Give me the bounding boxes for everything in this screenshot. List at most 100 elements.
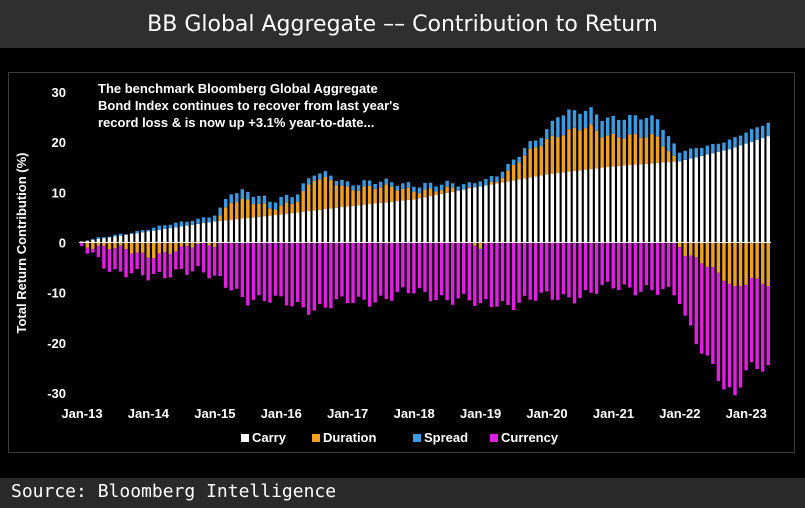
bar-carry-8 — [124, 234, 128, 243]
bar-duration-87 — [561, 135, 566, 173]
bar-duration-41 — [307, 184, 311, 212]
bar-carry-113 — [705, 154, 710, 243]
bar-duration-84 — [545, 139, 549, 175]
bar-carry-105 — [661, 162, 665, 243]
bar-duration-122 — [755, 242, 759, 279]
bar-carry-65 — [439, 193, 444, 243]
bar-duration-72 — [478, 242, 483, 249]
bar-currency-93 — [594, 242, 599, 294]
bar-spread-119 — [738, 135, 743, 146]
bar-spread-32 — [257, 195, 261, 204]
bar-currency-59 — [406, 242, 411, 294]
bar-carry-66 — [445, 192, 449, 243]
bar-spread-8 — [124, 234, 128, 235]
bar-carry-106 — [666, 162, 671, 243]
bar-duration-82 — [534, 147, 538, 177]
bar-spread-115 — [716, 143, 721, 152]
bar-spread-109 — [683, 150, 687, 160]
bar-carry-50 — [356, 205, 361, 243]
bar-spread-54 — [379, 181, 383, 188]
bar-duration-45 — [329, 180, 333, 209]
bar-carry-69 — [462, 189, 466, 243]
bar-currency-4 — [102, 245, 106, 269]
bar-currency-27 — [229, 242, 233, 291]
bar-currency-108 — [677, 247, 682, 304]
bar-duration-115 — [716, 242, 721, 273]
bar-duration-9 — [129, 242, 134, 254]
bar-carry-74 — [489, 184, 494, 243]
bar-spread-96 — [611, 115, 615, 134]
bar-currency-122 — [755, 278, 759, 370]
bar-currency-68 — [456, 242, 460, 299]
bar-spread-112 — [700, 147, 704, 156]
bar-carry-101 — [639, 164, 643, 243]
bar-duration-108 — [677, 242, 682, 248]
bar-currency-88 — [567, 242, 571, 298]
bar-currency-37 — [284, 242, 289, 306]
bar-spread-94 — [600, 120, 604, 138]
bar-duration-25 — [218, 215, 222, 221]
bar-currency-43 — [318, 242, 322, 304]
bar-carry-40 — [301, 211, 305, 243]
bar-carry-43 — [318, 209, 322, 243]
bar-duration-91 — [583, 128, 588, 170]
bar-spread-64 — [434, 186, 438, 192]
bar-spread-60 — [412, 186, 416, 192]
bar-carry-17 — [174, 227, 178, 243]
bar-spread-88 — [567, 109, 571, 130]
annotation-line-2: Bond Index continues to recover from las… — [98, 98, 399, 113]
bar-carry-102 — [644, 163, 649, 243]
bar-currency-16 — [168, 253, 173, 278]
bar-spread-59 — [406, 182, 411, 188]
bar-carry-89 — [572, 170, 577, 243]
footer: Source: Bloomberg Intelligence — [0, 478, 805, 508]
bar-duration-32 — [257, 203, 261, 217]
bar-currency-38 — [290, 242, 294, 307]
bar-duration-77 — [506, 170, 510, 182]
bar-duration-92 — [589, 124, 593, 169]
x-tick-label: Jan-16 — [261, 406, 302, 421]
bar-currency-11 — [140, 252, 145, 276]
bar-carry-121 — [749, 141, 754, 243]
x-tick-label: Jan-15 — [194, 406, 235, 421]
bar-currency-83 — [539, 242, 543, 293]
bar-duration-58 — [401, 188, 405, 201]
bar-spread-22 — [201, 217, 206, 223]
bar-duration-80 — [522, 155, 527, 179]
bar-spread-20 — [190, 220, 195, 225]
bar-currency-73 — [484, 243, 488, 300]
y-tick-label: -20 — [47, 336, 66, 351]
bar-duration-24 — [212, 242, 217, 248]
bar-duration-119 — [738, 242, 743, 286]
bar-duration-30 — [246, 199, 250, 218]
bar-duration-64 — [434, 191, 438, 196]
bar-spread-46 — [334, 180, 339, 186]
bar-spread-38 — [290, 197, 294, 204]
bar-currency-97 — [617, 242, 621, 291]
bar-duration-18 — [179, 242, 184, 247]
bar-spread-29 — [240, 189, 245, 199]
bar-spread-33 — [262, 195, 267, 204]
bar-currency-111 — [694, 257, 698, 345]
bar-currency-119 — [738, 285, 743, 388]
bar-currency-77 — [506, 242, 510, 305]
bar-currency-14 — [157, 253, 161, 272]
x-tick-label: Jan-14 — [128, 406, 170, 421]
bar-currency-91 — [583, 242, 588, 291]
bar-spread-27 — [229, 194, 233, 204]
bar-spread-41 — [307, 178, 311, 185]
x-tick-label: Jan-17 — [327, 406, 368, 421]
x-tick-label: Jan-18 — [394, 406, 435, 421]
bar-spread-105 — [661, 129, 665, 147]
bar-currency-95 — [605, 242, 610, 282]
bar-carry-118 — [733, 147, 737, 243]
bar-duration-10 — [135, 242, 139, 253]
bar-currency-118 — [733, 286, 737, 396]
bar-carry-24 — [212, 221, 217, 243]
bar-currency-63 — [428, 242, 433, 302]
bar-currency-99 — [628, 242, 632, 288]
y-tick-label: 30 — [52, 85, 66, 100]
bar-carry-100 — [633, 164, 638, 243]
x-tick-label: Jan-22 — [659, 406, 700, 421]
bar-carry-35 — [273, 214, 278, 243]
